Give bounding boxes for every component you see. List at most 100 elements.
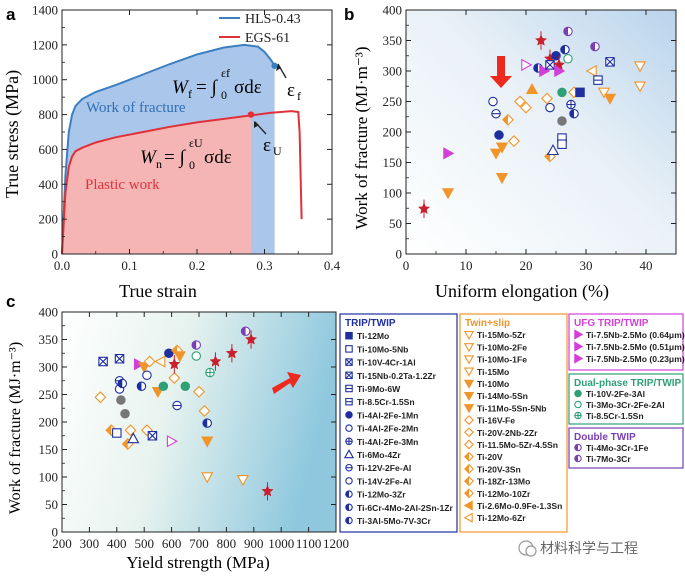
legend-item-marker	[463, 330, 475, 341]
legend-group-title: Double TWIP	[574, 432, 636, 443]
panel-c-point	[180, 381, 191, 391]
legend-item-marker	[345, 477, 353, 485]
eq-wf-int: = ∫	[196, 77, 218, 99]
panel-b-point	[541, 92, 553, 105]
panel-c-point	[94, 391, 107, 404]
panel-c-point	[120, 408, 130, 419]
panel-c-ylabel: Work of fracture (MJ·m⁻³)	[7, 342, 24, 514]
panel-c-ytick-label: 350	[39, 332, 59, 347]
watermark-icon-2	[525, 545, 537, 557]
eps-u-sub: U	[273, 144, 282, 158]
panel-b-point	[605, 57, 615, 67]
watermark-text: 材料科学与工程	[540, 540, 638, 556]
legend-item-marker	[345, 516, 353, 525]
panel-b-point	[520, 101, 532, 114]
panel-b-point	[417, 199, 431, 219]
legend-item-marker	[463, 379, 475, 389]
panel-c-point	[225, 344, 239, 363]
panel-c-ytick-label: 0	[52, 525, 59, 540]
panel-c: 200 300 400 500 600 700 800 900 1000 1100 1200 0 50 1…	[6, 292, 349, 572]
panel-c-label: c	[6, 292, 15, 311]
legend-item-label: Ti-2.6Mo-0.9Fe-1.3Sn	[477, 501, 562, 511]
panel-c-point	[136, 381, 147, 391]
panel-b-point	[569, 108, 579, 119]
panel-b-point	[494, 130, 504, 140]
eps-f-arrowhead	[276, 64, 281, 71]
panel-c-point	[261, 482, 274, 501]
panel-c-ticks: 200 300 400 500 600 700 800 900 1000 1100 1200 0 50 1…	[39, 305, 350, 552]
panel-b-xtick-label: 30	[580, 258, 593, 273]
legend-item-label: Ti-18Zr-13Mo	[477, 477, 530, 487]
panel-c-xtick-label: 900	[244, 536, 264, 551]
legend-item-label: Ti-10Mo	[477, 379, 509, 389]
hls-curve	[61, 43, 276, 255]
panel-a-areas	[62, 44, 275, 255]
panel-b-xtick-label: 10	[460, 258, 473, 273]
eps-u-annotation: ε U	[254, 121, 282, 158]
legend-item-marker	[464, 427, 474, 438]
legend-item-label: Ti-10V-2Fe-3Al	[586, 389, 645, 399]
legend-item-marker	[345, 345, 353, 353]
legend-item-marker	[345, 437, 353, 446]
panel-c-xtick-label: 700	[189, 536, 209, 551]
plastic-work-area	[62, 114, 251, 254]
panel-b-point	[534, 31, 548, 50]
eq-wf-lower: 0	[221, 88, 227, 102]
panel-b-point	[551, 50, 561, 61]
plastic-work-label: Plastic work	[85, 177, 160, 193]
legend-item-marker	[463, 512, 473, 523]
eq-wn-tail: σdε	[204, 147, 232, 168]
legend-item-marker	[463, 404, 475, 414]
legend-item-marker	[574, 443, 582, 452]
legend-item-label: Ti-12Mo-10Zr	[477, 489, 531, 499]
panel-c-point	[140, 424, 153, 437]
eq-wf-upper: εf	[221, 66, 230, 80]
eq-wn-sub: n	[156, 157, 162, 171]
panel-c-point	[201, 472, 214, 484]
panel-c-point	[127, 432, 140, 444]
panel-b-point	[508, 135, 520, 148]
legend-item-label: Ti-20V	[477, 452, 503, 462]
panel-c-point	[158, 381, 169, 391]
legend-item-label: Ti-7Mo-3Cr	[586, 454, 631, 464]
panel-c-point	[112, 428, 122, 438]
legend-item-label: Ti-15Mo	[477, 367, 509, 377]
legend-item-label: Ti-3Mo-3Cr-2Fe-2Al	[586, 400, 665, 410]
panel-b-point	[603, 93, 617, 105]
panel-c-xtick-label: 600	[162, 536, 182, 551]
panel-b-point	[525, 82, 539, 95]
panel-c-point	[236, 474, 249, 487]
panel-b-point	[557, 87, 567, 98]
panel-b-ylabel: Work of fracture (MJ·m⁻³)	[352, 46, 371, 229]
legend-panel: TRIP/TWIP Ti-12Mo Ti-10Mo-5Nb Ti-10V-4Cr-1A…	[339, 313, 685, 533]
panel-c-point	[168, 372, 181, 384]
panel-b-point	[539, 64, 551, 78]
panel-b-ytick-label: 100	[383, 186, 403, 201]
legend-group-3: Dual-phase TRIP/TWIPTi-10V-2Fe-3AlTi-3Mo…	[568, 373, 684, 425]
eq-wf-sub: f	[188, 87, 192, 101]
panel-c-ytick-label: 150	[39, 442, 59, 457]
legend-item-marker	[345, 411, 353, 419]
legend-item-marker	[345, 490, 353, 498]
panel-a-ylabel: True stress (MPa)	[2, 70, 23, 198]
panel-c-point	[154, 355, 166, 368]
legend-item-label: Ti-7.5Nb-2.5Mo (0.23μm)	[586, 354, 685, 364]
legend-item-label: Ti-7.5Nb-2.5Mo (0.51μm)	[586, 342, 685, 352]
panel-a-curves	[61, 43, 303, 255]
panel-b-point	[597, 87, 611, 99]
panel-c-point	[116, 395, 126, 405]
legend-item-label: Ti-11.5Mo-5Zr-4.5Sn	[477, 440, 558, 450]
eps-u-point	[247, 111, 255, 118]
legend-item-marker	[343, 449, 355, 459]
panel-a-xtick-label: 0.3	[256, 258, 272, 273]
panel-c-point	[191, 351, 202, 361]
legend-item-marker	[463, 391, 475, 402]
legend-item-marker	[464, 463, 474, 474]
eps-u-symbol: ε	[263, 135, 271, 156]
legend-item-marker	[464, 488, 474, 499]
panel-b-point	[585, 64, 597, 78]
panel-b-point	[563, 26, 573, 37]
